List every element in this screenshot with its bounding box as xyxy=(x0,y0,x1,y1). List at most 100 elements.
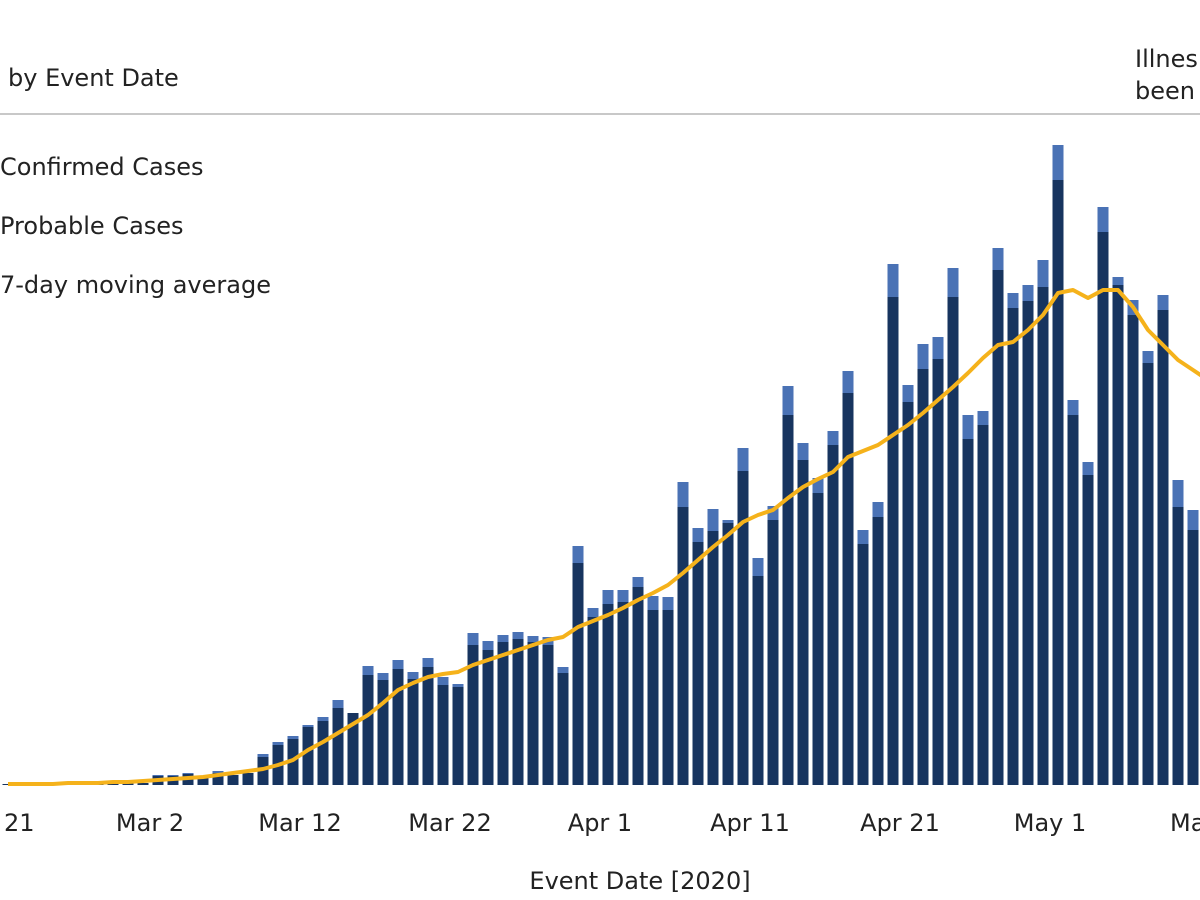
bar xyxy=(587,617,599,785)
bar xyxy=(1052,180,1064,785)
legend-label: Probable Cases xyxy=(0,212,184,240)
bar xyxy=(617,590,629,602)
bar xyxy=(512,639,524,785)
x-tick-label: May 1 xyxy=(1014,809,1087,837)
bar xyxy=(1172,480,1184,507)
bar xyxy=(752,576,764,785)
bar xyxy=(1082,462,1094,475)
bar xyxy=(197,777,209,785)
x-tick-label: Apr 1 xyxy=(568,809,632,837)
bar xyxy=(602,604,614,785)
bar xyxy=(422,658,434,667)
bar xyxy=(782,415,794,785)
bar xyxy=(272,742,284,745)
bar xyxy=(917,344,929,369)
bar xyxy=(1022,285,1034,301)
bar xyxy=(992,270,1004,785)
bar xyxy=(497,635,509,642)
x-tick-label: Ma xyxy=(1170,809,1200,837)
bar xyxy=(1097,232,1109,785)
bar xyxy=(812,478,824,493)
moving-average-line xyxy=(8,288,1200,786)
bar xyxy=(407,672,419,679)
bar xyxy=(857,530,869,544)
bar xyxy=(662,597,674,610)
bar xyxy=(737,448,749,471)
bar xyxy=(1112,277,1124,285)
bar xyxy=(1127,315,1139,785)
bar xyxy=(1187,530,1199,785)
bar xyxy=(857,544,869,785)
x-axis-label: Event Date [2020] xyxy=(529,867,750,895)
bar xyxy=(872,502,884,517)
bar xyxy=(452,687,464,785)
bar xyxy=(722,523,734,785)
bar xyxy=(767,506,779,520)
bar xyxy=(1172,507,1184,785)
bar xyxy=(1037,260,1049,287)
bar xyxy=(947,268,959,297)
bar xyxy=(1082,475,1094,785)
bar xyxy=(527,636,539,642)
bar xyxy=(917,369,929,785)
annotation: been xyxy=(1135,77,1195,105)
bar xyxy=(482,650,494,785)
bar xyxy=(212,771,224,773)
bar xyxy=(692,528,704,542)
bar xyxy=(782,386,794,415)
bar xyxy=(302,725,314,727)
bar xyxy=(707,531,719,785)
x-tick-label: Apr 21 xyxy=(860,809,940,837)
bar xyxy=(572,563,584,785)
bar xyxy=(287,736,299,739)
bar xyxy=(647,610,659,785)
bar xyxy=(992,248,1004,270)
bar xyxy=(1007,308,1019,785)
bar xyxy=(392,669,404,785)
x-tick-label: Apr 11 xyxy=(710,809,790,837)
bar xyxy=(677,507,689,785)
bar xyxy=(737,471,749,785)
bar xyxy=(947,297,959,785)
bar xyxy=(977,425,989,785)
bar xyxy=(587,608,599,617)
bar xyxy=(797,460,809,785)
x-tick-label: Mar 22 xyxy=(408,809,491,837)
bar xyxy=(662,610,674,785)
bar xyxy=(797,443,809,460)
bar xyxy=(437,677,449,685)
bar xyxy=(572,546,584,563)
bar xyxy=(377,673,389,680)
bar xyxy=(362,675,374,785)
bar xyxy=(962,415,974,439)
bar xyxy=(167,775,179,776)
x-tick-label: Mar 2 xyxy=(116,809,184,837)
bar xyxy=(722,520,734,523)
bar xyxy=(752,558,764,576)
bar xyxy=(392,660,404,669)
bar xyxy=(1022,301,1034,785)
bar xyxy=(182,773,194,774)
bar xyxy=(332,708,344,785)
bar xyxy=(467,633,479,645)
bar xyxy=(362,666,374,675)
bar xyxy=(977,411,989,425)
bar xyxy=(317,721,329,785)
bar xyxy=(632,577,644,587)
bar xyxy=(887,264,899,297)
bar xyxy=(827,431,839,445)
x-tick-label: 21 xyxy=(4,809,35,837)
bar xyxy=(527,642,539,785)
bar xyxy=(1142,351,1154,363)
bar xyxy=(377,680,389,785)
bar xyxy=(152,775,164,776)
bar xyxy=(812,493,824,785)
bar xyxy=(932,359,944,785)
bar xyxy=(227,775,239,785)
bar xyxy=(1067,400,1079,415)
bar xyxy=(317,717,329,721)
bar xyxy=(542,645,554,785)
bar xyxy=(692,542,704,785)
bar xyxy=(452,684,464,687)
bar xyxy=(1142,363,1154,785)
